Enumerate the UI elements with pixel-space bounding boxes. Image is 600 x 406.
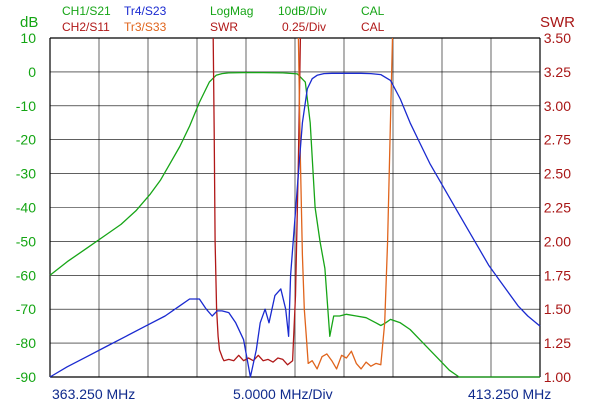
left-axis-ticks: 10 0 -10 -20 -30 -40 -50 -60 -70 -80 -90: [16, 30, 36, 385]
cal-label-ch2: CAL: [361, 20, 385, 34]
right-tick-label: 1.50: [544, 301, 571, 317]
right-tick-label: 3.00: [544, 98, 571, 114]
right-tick-label: 2.75: [544, 132, 571, 148]
right-axis-unit: SWR: [540, 14, 575, 31]
left-tick-label: -80: [16, 335, 36, 351]
right-tick-label: 3.50: [544, 30, 571, 46]
ch1-trace-label: CH1/S21: [62, 4, 111, 18]
frequency-per-div-label: 5.0000 MHz/Div: [233, 386, 333, 402]
left-axis-unit: dB: [20, 14, 38, 31]
left-tick-label: -70: [16, 301, 36, 317]
right-tick-label: 2.50: [544, 166, 571, 182]
tr4-trace-label: Tr4/S23: [124, 4, 167, 18]
format-label-ch1: LogMag: [210, 4, 253, 18]
right-tick-label: 1.00: [544, 369, 571, 385]
start-frequency-label: 363.250 MHz: [52, 386, 135, 402]
format-label-ch2: SWR: [210, 20, 238, 34]
ch2-trace-label: CH2/S11: [62, 20, 110, 34]
left-tick-label: -20: [16, 132, 36, 148]
right-tick-label: 1.25: [544, 335, 571, 351]
left-tick-label: -30: [16, 166, 36, 182]
right-axis-ticks: 3.50 3.25 3.00 2.75 2.50 2.25 2.00 1.75 1.50 1.25…: [544, 30, 571, 385]
tr3-trace-label: Tr3/S33: [124, 20, 167, 34]
left-tick-label: 10: [20, 30, 36, 46]
right-tick-label: 2.25: [544, 200, 571, 216]
left-tick-label: -60: [16, 267, 36, 283]
left-tick-label: 0: [28, 64, 36, 80]
plot-grid: [49, 37, 541, 378]
right-tick-label: 1.75: [544, 267, 571, 283]
left-tick-label: -40: [16, 200, 36, 216]
stop-frequency-label: 413.250 MHz: [468, 386, 551, 402]
trace-ch2-s11: [212, 37, 302, 366]
scale-label-ch2: 0.25/Div: [282, 20, 326, 34]
left-tick-label: -50: [16, 233, 36, 249]
scale-label-ch1: 10dB/Div: [278, 4, 327, 18]
cal-label-ch1: CAL: [361, 4, 385, 18]
right-tick-label: 3.25: [544, 64, 571, 80]
trace-group: [49, 37, 541, 378]
trace-tr4-s23: [49, 72, 541, 378]
right-tick-label: 2.00: [544, 233, 571, 249]
left-tick-label: -90: [16, 369, 36, 385]
left-tick-label: -10: [16, 98, 36, 114]
trace-ch1-s21: [49, 71, 540, 378]
trace-tr3-s33: [297, 37, 394, 370]
